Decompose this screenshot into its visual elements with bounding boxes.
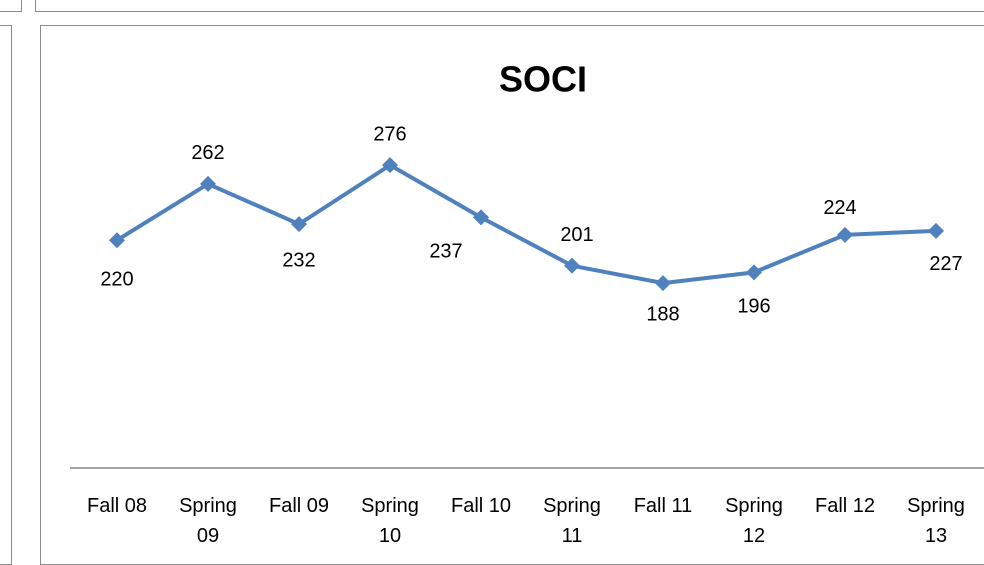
data-label: 196	[737, 296, 770, 318]
data-point	[746, 264, 762, 281]
chart-title: SOCI	[499, 59, 587, 100]
data-label: 201	[560, 224, 593, 246]
x-tick-label: Spring 11	[543, 495, 601, 547]
data-point	[200, 175, 216, 192]
data-label: 188	[646, 303, 679, 325]
data-point	[837, 226, 853, 243]
data-label: 232	[282, 249, 315, 271]
x-tick-label: Spring 13	[907, 495, 965, 547]
data-label: 276	[373, 123, 406, 145]
data-label: 224	[823, 197, 856, 219]
x-tick-label: Fall 10	[450, 495, 512, 517]
x-tick-label: Spring 09	[179, 495, 237, 547]
data-label: 220	[100, 268, 133, 290]
data-point	[473, 209, 489, 226]
data-point	[382, 157, 398, 174]
data-label: 237	[429, 241, 462, 263]
x-tick-label: Fall 12	[814, 495, 876, 517]
data-point	[291, 216, 307, 233]
data-point	[564, 257, 580, 274]
data-point	[109, 232, 125, 249]
x-tick-label: Fall 09	[268, 495, 330, 517]
data-point	[655, 275, 671, 292]
data-label: 262	[191, 142, 224, 164]
data-label: 227	[929, 253, 962, 275]
x-tick-label: Spring 10	[361, 495, 419, 547]
x-tick-label: Fall 08	[86, 495, 148, 517]
top-panel	[35, 0, 984, 12]
data-line	[115, 163, 937, 286]
data-point	[928, 222, 944, 239]
x-tick-label: Fall 11	[633, 495, 693, 517]
x-tick-label: Spring 12	[725, 495, 783, 547]
left-panel-stub	[0, 0, 22, 12]
